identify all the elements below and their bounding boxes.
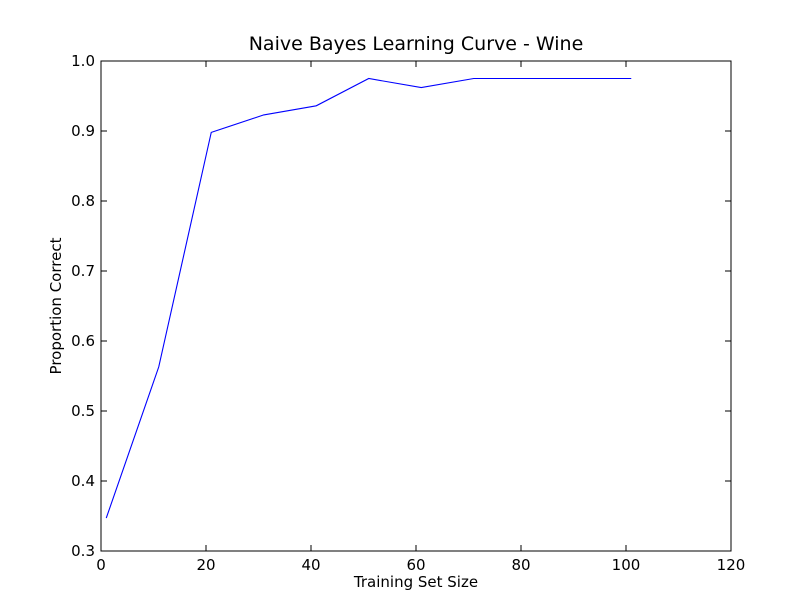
plot-area [101,61,731,551]
plot-marks [105,77,632,519]
x-tick-label: 20 [196,556,215,574]
y-tick-label: 0.6 [71,332,95,350]
x-tick-label: 120 [717,556,746,574]
x-tick-label: 100 [612,556,641,574]
y-tick-label: 0.5 [71,402,95,420]
y-tick-label: 0.3 [71,542,95,560]
series-line-0 [105,77,632,519]
x-axis-label: Training Set Size [353,573,478,591]
y-tick-label: 0.4 [71,472,95,490]
y-tick-label: 0.7 [71,262,95,280]
y-tick-label: 0.8 [71,192,95,210]
y-axis-label: Proportion Correct [47,237,65,374]
x-tick-label: 0 [96,556,106,574]
y-tick-label: 1.0 [71,52,95,70]
x-tick-label: 80 [511,556,530,574]
x-tick-label: 40 [301,556,320,574]
x-axis: 0 20 40 60 80 100 120 [96,61,745,574]
y-axis: 0.3 0.4 0.5 0.6 0.7 0.8 0.9 1.0 [71,52,731,560]
y-tick-label: 0.9 [71,122,95,140]
x-tick-label: 60 [406,556,425,574]
chart-title: Naive Bayes Learning Curve - Wine [249,33,584,55]
